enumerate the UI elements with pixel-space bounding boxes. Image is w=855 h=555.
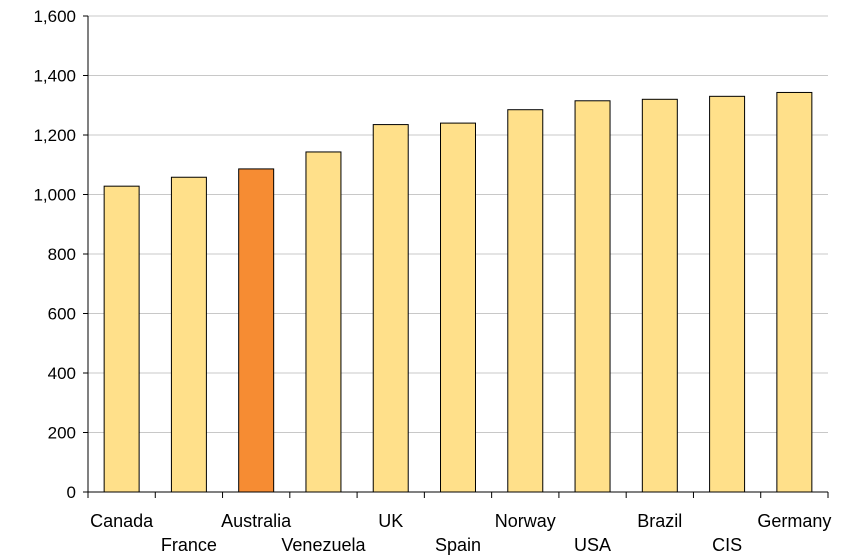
bar	[776, 91, 813, 493]
bars	[103, 91, 813, 493]
bar	[507, 109, 544, 493]
y-tick-label: 1,600	[33, 7, 76, 26]
y-tick-label: 400	[48, 364, 76, 383]
bar	[170, 176, 207, 493]
x-category-label: Spain	[435, 535, 481, 555]
bar	[372, 124, 409, 493]
x-category-label: France	[161, 535, 217, 555]
bar	[440, 122, 476, 493]
x-category-label: Germany	[757, 511, 831, 531]
x-category-label: USA	[574, 535, 611, 555]
bar	[574, 100, 611, 493]
x-category-label: Australia	[221, 511, 292, 531]
bar	[103, 185, 140, 493]
x-category-label: Canada	[90, 511, 154, 531]
bar-highlighted	[238, 168, 275, 493]
axes	[83, 15, 829, 498]
x-category-label: Brazil	[637, 511, 682, 531]
y-tick-labels: 0 200 400 600 800 1,000 1,200 1,400 1,600	[33, 7, 76, 502]
y-tick-label: 0	[67, 483, 76, 502]
y-tick-label: 200	[48, 424, 76, 443]
x-category-label: CIS	[712, 535, 742, 555]
bar	[709, 95, 746, 493]
x-category-label: UK	[378, 511, 403, 531]
y-tick-label: 1,200	[33, 126, 76, 145]
bar	[305, 151, 342, 493]
y-tick-label: 1,400	[33, 67, 76, 86]
y-tick-label: 1,000	[33, 186, 76, 205]
bar	[641, 98, 678, 493]
y-tick-label: 800	[48, 245, 76, 264]
y-tick-label: 600	[48, 305, 76, 324]
x-category-label: Norway	[495, 511, 556, 531]
x-category-label: Venezuela	[281, 535, 366, 555]
